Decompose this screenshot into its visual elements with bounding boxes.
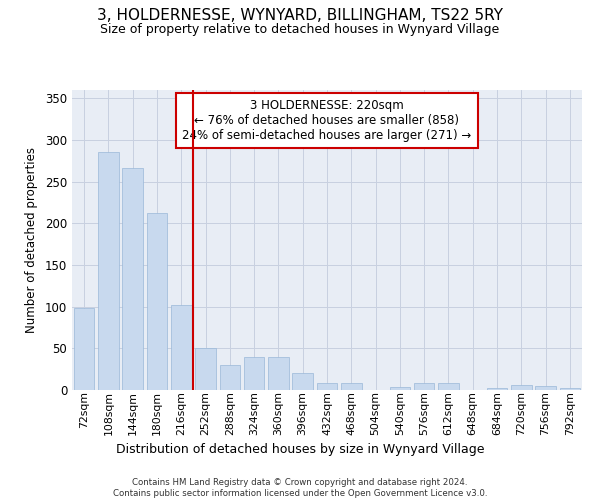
Bar [122,168,143,390]
Bar [560,388,580,390]
Bar [74,308,94,390]
Bar [171,305,191,390]
Y-axis label: Number of detached properties: Number of detached properties [25,147,38,333]
Text: Size of property relative to detached houses in Wynyard Village: Size of property relative to detached ho… [100,22,500,36]
Bar [438,382,459,390]
Bar [535,386,556,390]
Bar [268,356,289,390]
Bar [292,374,313,390]
Bar [511,385,532,390]
Text: 3 HOLDERNESSE: 220sqm
← 76% of detached houses are smaller (858)
24% of semi-det: 3 HOLDERNESSE: 220sqm ← 76% of detached … [182,99,472,142]
Bar [195,348,216,390]
Bar [389,386,410,390]
Bar [146,214,167,390]
Bar [414,382,434,390]
Bar [317,384,337,390]
Text: Distribution of detached houses by size in Wynyard Village: Distribution of detached houses by size … [116,442,484,456]
Bar [341,384,362,390]
Bar [98,152,119,390]
Bar [487,388,508,390]
Text: Contains HM Land Registry data © Crown copyright and database right 2024.
Contai: Contains HM Land Registry data © Crown c… [113,478,487,498]
Bar [220,365,240,390]
Bar [244,356,265,390]
Text: 3, HOLDERNESSE, WYNYARD, BILLINGHAM, TS22 5RY: 3, HOLDERNESSE, WYNYARD, BILLINGHAM, TS2… [97,8,503,22]
